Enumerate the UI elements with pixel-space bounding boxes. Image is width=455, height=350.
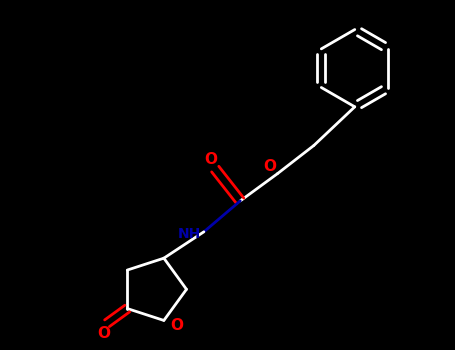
Text: O: O [170,318,183,334]
Text: O: O [204,152,217,167]
Text: NH: NH [178,227,201,241]
Text: O: O [263,159,276,174]
Text: O: O [97,326,110,341]
